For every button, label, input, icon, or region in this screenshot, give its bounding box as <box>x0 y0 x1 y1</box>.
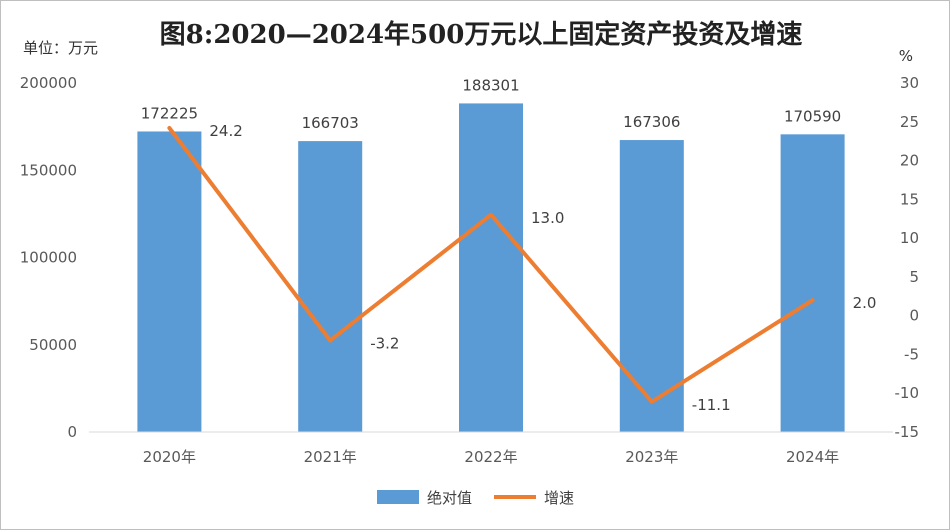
right-tick-label-4: 5 <box>909 268 919 286</box>
line-label-4: 2.0 <box>853 294 877 312</box>
right-tick-label-8: 25 <box>900 113 919 131</box>
bar-3 <box>619 140 684 432</box>
category-label-4: 2024年 <box>786 448 839 466</box>
left-tick-label-2: 100000 <box>20 249 77 267</box>
legend-swatch-bar <box>377 490 419 504</box>
legend-label-bar: 绝对值 <box>427 489 472 507</box>
bar-label-2: 188301 <box>462 76 519 94</box>
bar-1 <box>298 141 363 432</box>
category-label-3: 2023年 <box>625 448 678 466</box>
right-axis-unit: % <box>899 47 913 65</box>
category-labels: 2020年 2021年 2022年 2023年 2024年 <box>143 448 839 466</box>
line-data-labels: 24.2 -3.2 13.0 -11.1 2.0 <box>209 122 876 414</box>
bar-0 <box>137 131 202 432</box>
left-tick-label-0: 0 <box>67 423 77 441</box>
category-label-1: 2021年 <box>304 448 357 466</box>
right-tick-label-3: 0 <box>909 307 919 325</box>
bar-label-3: 167306 <box>623 113 680 131</box>
right-tick-label-2: -5 <box>904 345 919 363</box>
left-axis-ticks: 0 50000 100000 150000 200000 <box>20 74 77 441</box>
line-series <box>167 125 815 404</box>
category-label-2: 2022年 <box>464 448 517 466</box>
bar-label-0: 172225 <box>141 104 198 122</box>
bar-4 <box>780 134 845 433</box>
bar-series <box>137 103 845 433</box>
chart-title: 图8:2020—2024年500万元以上固定资产投资及增速 <box>160 19 803 50</box>
legend: 绝对值 增速 <box>377 489 574 507</box>
bar-data-labels: 172225 166703 188301 167306 170590 <box>141 76 841 132</box>
bar-label-4: 170590 <box>784 107 841 125</box>
line-label-2: 13.0 <box>531 209 564 227</box>
right-tick-label-7: 20 <box>900 152 919 170</box>
right-tick-label-1: -10 <box>895 384 920 402</box>
bar-label-1: 166703 <box>302 114 359 132</box>
right-tick-label-6: 15 <box>900 190 919 208</box>
left-tick-label-3: 150000 <box>20 161 77 179</box>
line-label-1: -3.2 <box>370 334 399 352</box>
right-tick-label-0: -15 <box>895 423 920 441</box>
line-label-0: 24.2 <box>209 122 242 140</box>
bar-2 <box>459 103 523 432</box>
right-tick-label-5: 10 <box>900 229 919 247</box>
right-tick-label-9: 30 <box>900 74 919 92</box>
left-tick-label-4: 200000 <box>20 74 77 92</box>
left-tick-label-1: 50000 <box>29 336 77 354</box>
category-label-0: 2020年 <box>143 448 196 466</box>
left-axis-unit: 单位：万元 <box>23 39 98 57</box>
right-axis-ticks: -15 -10 -5 0 5 10 15 20 25 30 <box>895 74 920 441</box>
line-label-3: -11.1 <box>692 396 731 414</box>
legend-label-line: 增速 <box>544 489 574 507</box>
